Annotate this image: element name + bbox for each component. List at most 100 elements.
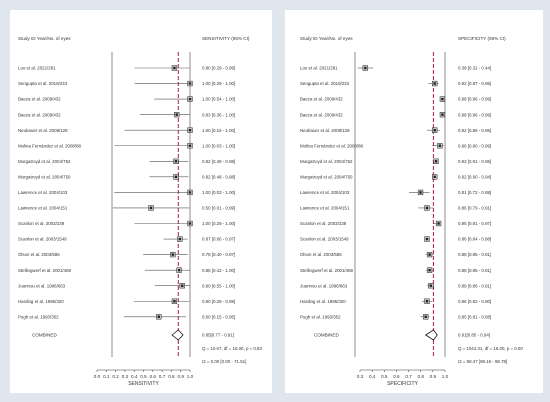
x-tick-label: 1.0 [442, 374, 449, 379]
combined-label: COMBINED [32, 333, 57, 338]
study-label: Olson et al. 2003/586 [18, 252, 60, 257]
study-estimate-point [178, 237, 182, 241]
specificity-panel: Study ID Year/No. of eyes SPECIFICITY (95… [285, 10, 543, 393]
study-ci-text: 0.80 [0.29 - 0.99] [202, 66, 235, 71]
study-estimate-point [433, 129, 436, 132]
x-axis-title: SENSITIVITY [128, 381, 159, 387]
x-tick-label: 0.6 [393, 374, 400, 379]
x-tick-label: 0.7 [405, 374, 412, 379]
study-ci-text: 0.86 [0.42 - 1.00] [202, 268, 235, 273]
study-label: Olson et al. 2003/586 [300, 252, 342, 257]
study-estimate-point [174, 160, 178, 163]
study-label: Harding et al. 1995/320 [300, 299, 346, 304]
study-estimate-point [188, 144, 192, 147]
study-estimate-point [175, 113, 178, 116]
study-ci-text: 0.98 [0.96 - 0.99] [458, 112, 491, 117]
study-label: Murgatroyd et al. 2004/752 [18, 159, 71, 164]
study-ci-text: 0.95 [0.91 - 0.97] [458, 221, 491, 226]
x-tick-label: 0.3 [357, 374, 364, 379]
panel-background [285, 10, 543, 393]
x-tick-label: 0.4 [369, 374, 376, 379]
study-label: Stellingwerf et al. 2001/469 [18, 268, 72, 273]
study-ci-text: 0.98 [0.96 - 0.99] [458, 97, 491, 102]
study-estimate-point [173, 66, 176, 70]
study-estimate-point [434, 160, 438, 163]
study-label: Joannou et al. 1996/663 [18, 283, 66, 288]
x-tick-label: 0.8 [418, 374, 425, 379]
study-estimate-point [174, 175, 178, 179]
combined-label: COMBINED [314, 333, 339, 338]
study-ci-text: 0.90 [0.55 - 1.00] [202, 283, 235, 288]
x-axis-title: SPECIFICITY [387, 381, 419, 387]
study-label: Baeza et al. 2009/432 [18, 112, 61, 117]
x-tick-label: 0.4 [131, 374, 138, 379]
study-ci-text: 1.00 [0.03 - 1.00] [202, 143, 235, 148]
study-label: Molina Fernández et al. 2008/88 [18, 143, 82, 148]
study-estimate-point [425, 237, 429, 241]
study-label: Joannou et al. 1996/663 [300, 283, 348, 288]
combined-ci-text: 0.85[0.77 - 0.91] [202, 333, 234, 338]
x-tick-label: 0.0 [94, 374, 101, 379]
column-header-study: Study ID Year/No. of eyes [300, 36, 353, 41]
study-ci-text: 0.85 [0.81 - 0.88] [458, 314, 491, 319]
study-estimate-point [364, 66, 367, 70]
study-ci-text: 1.00 [0.16 - 1.00] [202, 128, 235, 133]
study-ci-text: 0.89 [0.86 - 0.91] [458, 283, 491, 288]
study-estimate-point [149, 206, 153, 210]
x-tick-label: 0.7 [159, 374, 166, 379]
study-label: Loo et al. 2021/281 [18, 66, 56, 71]
study-ci-text: 1.00 [0.54 - 1.00] [202, 97, 235, 102]
study-label: Baeza et al. 2009/432 [300, 112, 343, 117]
study-label: Sengupta et al. 2019/233 [300, 81, 350, 86]
x-tick-label: 0.1 [103, 374, 110, 379]
study-estimate-point [433, 175, 436, 179]
study-estimate-point [441, 97, 444, 101]
study-ci-text: 1.00 [0.29 - 1.00] [202, 81, 235, 86]
x-tick-label: 0.9 [178, 374, 185, 379]
x-tick-label: 0.3 [122, 374, 129, 379]
study-estimate-point [188, 129, 192, 132]
x-tick-label: 0.6 [150, 374, 157, 379]
study-label: Neubauer et al. 2008/128 [300, 128, 350, 133]
study-estimate-point [438, 144, 442, 147]
study-label: Scanlon et al. 2003/239 [18, 221, 65, 226]
study-label: Lawrence et al. 2004/151 [300, 206, 350, 211]
study-estimate-point [171, 253, 175, 256]
study-label: Baeza et al. 2009/432 [300, 97, 343, 102]
study-estimate-point [177, 268, 181, 272]
study-ci-text: 1.00 [0.03 - 1.00] [202, 190, 235, 195]
column-header-estimate: SENSITIVITY (95% CI) [202, 36, 250, 41]
x-tick-label: 0.5 [381, 374, 388, 379]
study-label: Scanlon et al. 2003/239 [300, 221, 347, 226]
study-label: Molina Fernández et al. 2008/88 [300, 143, 364, 148]
study-estimate-point [428, 268, 431, 272]
study-label: Scanlon et al. 2003/1549 [300, 237, 349, 242]
study-estimate-point [425, 300, 429, 303]
study-ci-text: 0.88 [0.85 - 0.91] [458, 252, 491, 257]
study-estimate-point [173, 300, 176, 303]
study-estimate-point [441, 113, 444, 116]
study-estimate-point [433, 82, 436, 85]
combined-ci-text: 0.91[0.85 - 0.94] [458, 333, 490, 338]
study-estimate-point [419, 191, 422, 194]
study-ci-text: 0.80 [0.28 - 0.99] [202, 299, 235, 304]
heterogeneity-stat: I2 = 98.47 [98.16 - 98.78] [458, 359, 507, 364]
study-label: Lawrence et al. 2004/103 [300, 190, 350, 195]
study-ci-text: 0.86 [0.79 - 0.91] [458, 206, 491, 211]
study-ci-text: 0.92 [0.86 - 0.96] [458, 128, 491, 133]
study-ci-text: 0.82 [0.48 - 0.98] [202, 174, 235, 179]
study-ci-text: 0.96 [0.90 - 0.99] [458, 143, 491, 148]
study-label: Lawrence et al. 2004/151 [18, 206, 68, 211]
study-label: Lawrence et al. 2004/103 [18, 190, 68, 195]
study-label: Murgatroyd et al. 2004/750 [18, 174, 71, 179]
column-header-study: Study ID Year/No. of eyes [18, 36, 71, 41]
study-estimate-point [437, 222, 440, 225]
study-ci-text: 0.50 [0.01 - 0.99] [202, 206, 235, 211]
study-estimate-point [428, 253, 431, 256]
study-ci-text: 0.88 [0.85 - 0.91] [458, 268, 491, 273]
study-label: Stellingwerf et al. 2001/469 [300, 268, 354, 273]
study-ci-text: 0.78 [0.40 - 0.97] [202, 252, 235, 257]
study-estimate-point [188, 97, 192, 101]
sensitivity-panel: Study ID Year/No. of eyes SENSITIVITY (95… [10, 10, 272, 393]
